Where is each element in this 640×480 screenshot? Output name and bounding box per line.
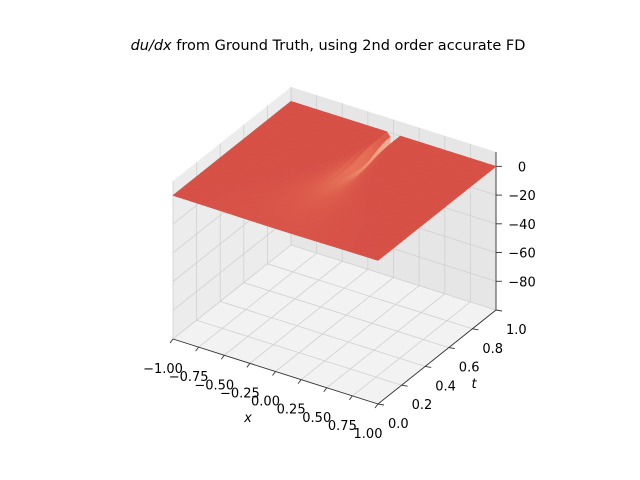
- x-tick: [297, 379, 302, 384]
- x-tick-label: 0.50: [302, 411, 331, 426]
- t-tick-labels: 0.00.20.40.60.81.0: [388, 323, 527, 432]
- x-tick: [169, 338, 174, 344]
- t-tick-label: 0.0: [388, 417, 409, 432]
- axes: [169, 152, 503, 409]
- t-tick: [495, 309, 503, 312]
- x-tick: [349, 395, 353, 401]
- chart-title: du/dx from Ground Truth, using 2nd order…: [131, 38, 526, 54]
- x-tick-label: 1.00: [354, 427, 383, 442]
- x-tick: [323, 387, 328, 393]
- chart-title-math: du/dx: [131, 38, 172, 54]
- surface-patch: [373, 255, 383, 261]
- z-tick-label: −20: [508, 189, 535, 204]
- z-tick-label: 0: [518, 160, 526, 175]
- t-tick: [425, 365, 432, 368]
- x-tick-label: 0.75: [328, 419, 357, 434]
- x-tick-labels: −1.00−0.75−0.50−0.250.000.250.500.751.00: [143, 362, 382, 442]
- t-tick-label: 0.8: [482, 342, 503, 357]
- t-tick: [448, 347, 455, 350]
- t-tick-label: 0.6: [459, 361, 480, 376]
- t-tick-label: 0.4: [435, 379, 456, 394]
- x-tick: [195, 346, 199, 352]
- t-axis-label: t: [471, 377, 477, 392]
- x-tick-label: −1.00: [143, 362, 183, 377]
- x-tick: [220, 354, 225, 360]
- t-tick-label: 0.2: [412, 398, 433, 413]
- x-tick-label: −0.50: [194, 378, 234, 393]
- x-tick: [374, 403, 379, 409]
- z-tick-label: −40: [508, 218, 535, 233]
- grid-line-t: [196, 162, 402, 386]
- x-axis-label: x: [243, 411, 252, 426]
- surface-plot: [172, 101, 497, 261]
- x-tick: [246, 363, 251, 368]
- x-tick-label: 0.00: [251, 395, 280, 410]
- t-tick: [377, 403, 385, 406]
- x-tick-label: 0.25: [277, 403, 306, 418]
- x-tick-label: −0.25: [220, 386, 260, 401]
- chart-title-rest: from Ground Truth, using 2nd order accur…: [172, 38, 526, 54]
- z-tick-labels: 0 −20 −40 −60 −80: [508, 160, 535, 290]
- t-tick: [401, 384, 408, 387]
- z-tick-label: −60: [508, 247, 535, 262]
- x-tick-label: −0.75: [169, 370, 209, 385]
- t-tick-label: 1.0: [506, 323, 527, 338]
- t-axis-line: [377, 309, 497, 405]
- z-tick-label: −80: [508, 275, 535, 290]
- t-tick: [472, 328, 479, 331]
- surface-patch: [172, 191, 181, 197]
- x-tick: [272, 371, 276, 376]
